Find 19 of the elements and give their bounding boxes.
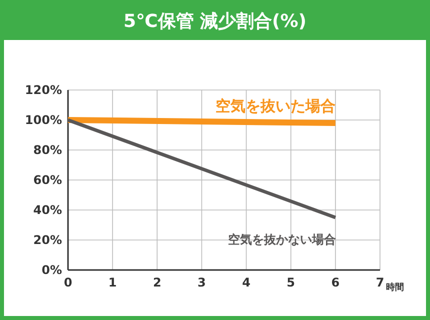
x-tick-label: 4 (242, 276, 250, 290)
series-label: 空気を抜かない場合 (228, 232, 337, 246)
series-label: 空気を抜いた場合 (215, 97, 336, 115)
y-tick-label: 40% (33, 202, 62, 217)
chart-title: 5℃保管 減少割合(%) (123, 11, 307, 32)
x-tick-label: 6 (331, 276, 340, 290)
y-tick-label: 100% (24, 112, 62, 127)
x-tick-label: 0 (64, 276, 72, 290)
x-tick-label: 3 (198, 276, 206, 290)
x-tick-label: 2 (152, 276, 162, 290)
x-tick-label: 5 (286, 276, 296, 290)
y-tick-label: 20% (33, 232, 62, 247)
x-tick-label: 1 (108, 276, 117, 290)
y-tick-label: 0% (42, 262, 62, 277)
y-tick-label: 60% (33, 172, 62, 187)
x-tick-label: 7 (376, 276, 384, 290)
x-axis-title: 時間 (386, 282, 404, 293)
y-tick-label: 80% (33, 142, 62, 157)
y-tick-label: 120% (24, 82, 62, 97)
